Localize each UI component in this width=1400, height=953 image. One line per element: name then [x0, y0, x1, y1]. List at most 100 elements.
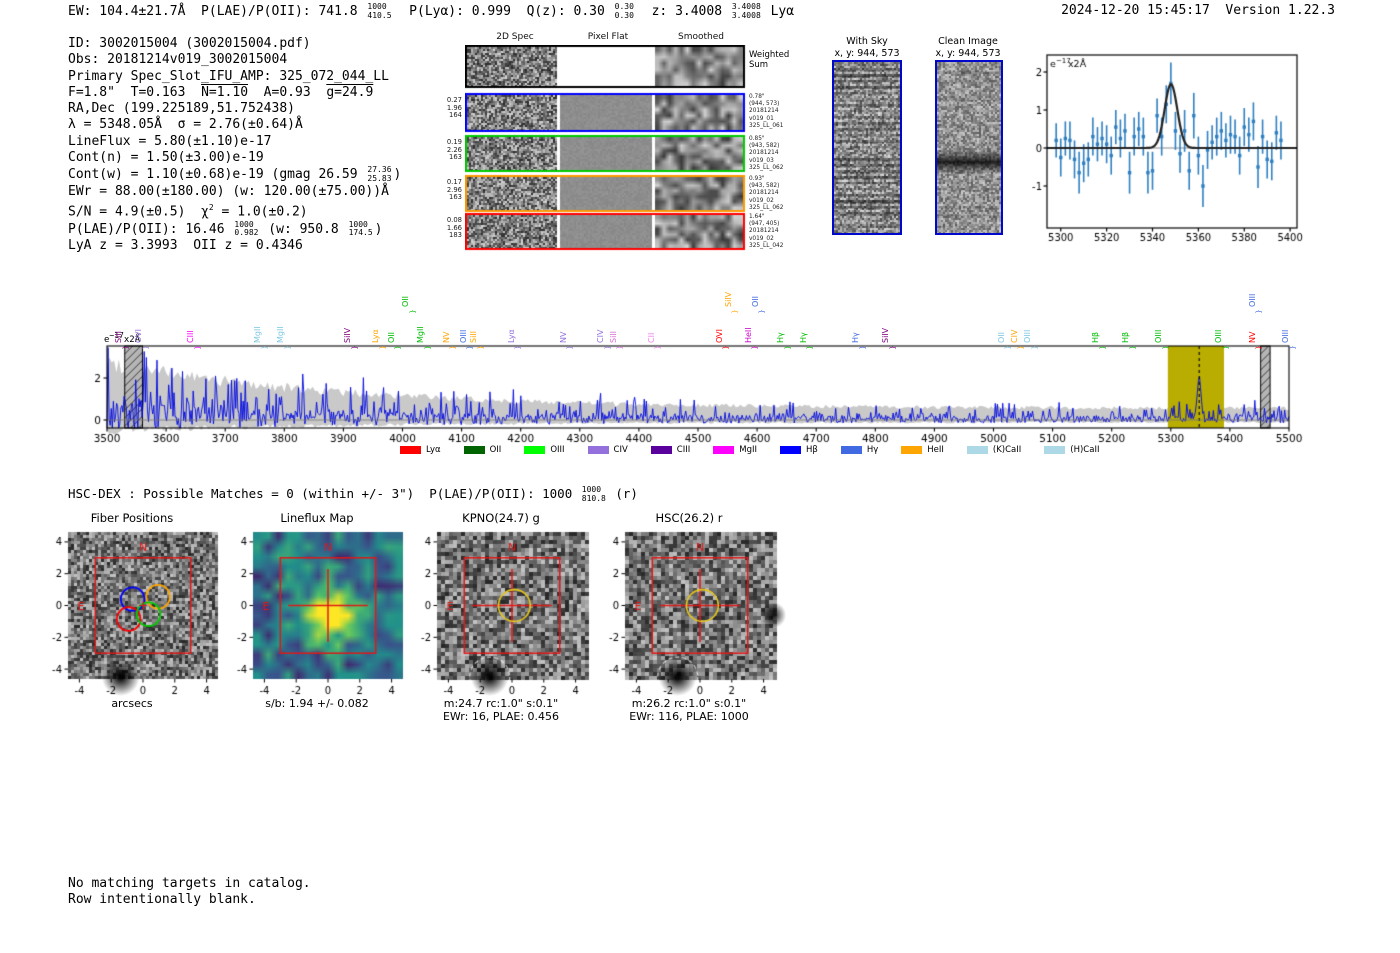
emission-line-brace: { — [193, 345, 202, 350]
spec2d-row-weights: 0.19 2.26 163 — [446, 138, 462, 162]
cutout-image — [219, 524, 415, 702]
emission-line-label: MgII — [416, 326, 426, 343]
emission-line-brace: { — [393, 345, 402, 350]
legend-item: HeII — [901, 445, 944, 455]
spec2d-row-annotation: 0.85" (943, 582) 20181214 v019_03 325_LL… — [749, 136, 784, 171]
emission-line-label: Hβ — [1121, 331, 1131, 343]
emission-line-label: SiIV — [881, 327, 891, 343]
legend-item: (K)CaII — [966, 445, 1022, 455]
emission-line-label: OII — [996, 331, 1006, 343]
spec2d-cutout-grid — [465, 45, 747, 253]
emission-line-label: Hγ — [798, 332, 808, 343]
emission-line-label: SiII — [114, 330, 124, 343]
emission-line-label: OIII — [1023, 329, 1033, 343]
emission-line-label: SiIV — [343, 327, 353, 343]
emission-line-brace: { — [465, 345, 474, 350]
emission-line-brace: { — [1254, 309, 1263, 314]
cleanimage-fiber-image — [935, 60, 1003, 235]
info-line: Primary Spec_Slot_IFU_AMP: 325_072_044_L… — [68, 68, 389, 84]
emission-line-label: MgII — [253, 326, 263, 343]
emission-line-brace: { — [653, 345, 662, 350]
emission-line-brace: { — [476, 345, 485, 350]
emission-line-label: Lyα — [371, 329, 381, 343]
emission-line-label: CIV — [1009, 329, 1019, 343]
info-line: Obs: 20181214v019_3002015004 — [68, 52, 288, 68]
emission-line-label: OIII — [1281, 329, 1291, 343]
emission-line-brace: { — [757, 309, 766, 314]
emission-line-brace: { — [121, 345, 130, 350]
emission-line-brace: { — [783, 345, 792, 350]
catalog-match-footer: No matching targets in catalog. Row inte… — [68, 876, 311, 907]
emission-line-brace: { — [721, 345, 730, 350]
legend-swatch — [650, 445, 672, 455]
emission-line-label: OII — [386, 331, 396, 343]
emission-line-label: SiII — [469, 330, 479, 343]
legend-item: Hγ — [840, 445, 879, 455]
cutout-caption: s/b: 1.94 +/- 0.082 — [265, 697, 369, 710]
cutout-image — [591, 524, 787, 702]
info-line: Cont(w) = 1.10(±0.68)e-19 (gmag 26.59 27… — [68, 165, 402, 183]
legend-item: CIV — [587, 445, 628, 455]
emission-line-brace: { — [888, 345, 897, 350]
info-line: ID: 3002015004 (3002015004.pdf) — [68, 36, 311, 51]
cutout-caption: m:24.7 rc:1.0" s:0.1" — [443, 697, 559, 710]
legend-label: CIII — [676, 445, 691, 455]
emission-line-label: OIII — [1154, 329, 1164, 343]
legend-label: OII — [489, 445, 502, 455]
legend-swatch — [463, 445, 485, 455]
legend-swatch — [780, 445, 802, 455]
emission-line-label: NV — [1247, 331, 1257, 343]
cutout-caption-2: EWr: 116, PLAE: 1000 — [629, 710, 749, 723]
cutout-image — [34, 524, 230, 702]
legend-item: Hβ — [780, 445, 818, 455]
legend-label: (H)CaII — [1070, 445, 1100, 455]
info-line: λ = 5348.05Å σ = 2.76(±0.64)Å — [68, 117, 303, 133]
emission-line-brace: { — [805, 345, 814, 350]
cutout-title: Fiber Positions — [90, 511, 174, 525]
emission-line-brace: { — [141, 345, 150, 350]
emission-line-brace: { — [423, 345, 432, 350]
emission-line-label: CII — [646, 332, 656, 343]
legend-item: MgII — [713, 445, 757, 455]
emission-line-label: OVI — [134, 329, 144, 343]
withsky-title: With Sky x, y: 944, 573 — [834, 36, 900, 59]
legend-label: OIII — [550, 445, 565, 455]
info-line: F=1.8" T=0.163 N=1.10 A=0.93 g=24.9 — [68, 84, 374, 100]
emission-line-brace: { — [1030, 345, 1039, 350]
hsc-dex-match-line: HSC-DEX : Possible Matches = 0 (within +… — [68, 485, 638, 503]
legend-label: Hγ — [866, 445, 879, 455]
info-line: EWr = 88.00(±180.00) (w: 120.00(±75.00))… — [68, 183, 389, 199]
emission-line-label: CIII — [186, 330, 196, 343]
cutout-caption: arcsecs — [111, 697, 153, 710]
emission-line-brace: { — [448, 345, 457, 350]
cutout-title: HSC(26.2) r — [655, 511, 723, 525]
cleanimage-title: Clean Image x, y: 944, 573 — [935, 36, 1001, 59]
emission-line-label: OVI — [714, 329, 724, 343]
emission-line-label: CIV — [596, 329, 606, 343]
legend-label: Hβ — [806, 445, 818, 455]
emission-line-brace: { — [565, 345, 574, 350]
emission-line-label: OIII — [1247, 293, 1257, 307]
summary-header-line: EW: 104.4±21.7Å P(LAE)/P(OII): 741.8 100… — [68, 2, 795, 20]
cutout-image — [403, 524, 599, 702]
spec2d-row-weights: 0.27 1.96 164 — [446, 96, 462, 120]
emission-line-brace: { — [603, 345, 612, 350]
emission-line-label: OIII — [458, 329, 468, 343]
emission-line-label: OII — [750, 295, 760, 307]
emission-line-label: Hβ — [1091, 331, 1101, 343]
emission-line-brace: { — [1128, 345, 1137, 350]
legend-item: CIII — [650, 445, 691, 455]
col-header-smoothed: Smoothed — [678, 32, 724, 42]
cutout-title: Lineflux Map — [280, 511, 354, 525]
emission-line-brace: { — [750, 345, 759, 350]
withsky-fiber-image — [832, 60, 902, 235]
spec2d-row-weights: 0.17 2.96 163 — [446, 178, 462, 202]
emission-line-brace: { — [730, 309, 739, 314]
legend-label: (K)CaII — [992, 445, 1022, 455]
emission-line-brace: { — [1288, 345, 1297, 350]
cutout-caption-2: EWr: 16, PLAE: 0.456 — [442, 710, 560, 723]
legend-swatch — [1044, 445, 1066, 455]
legend-swatch — [901, 445, 923, 455]
emission-line-label: SiIV — [723, 291, 733, 307]
